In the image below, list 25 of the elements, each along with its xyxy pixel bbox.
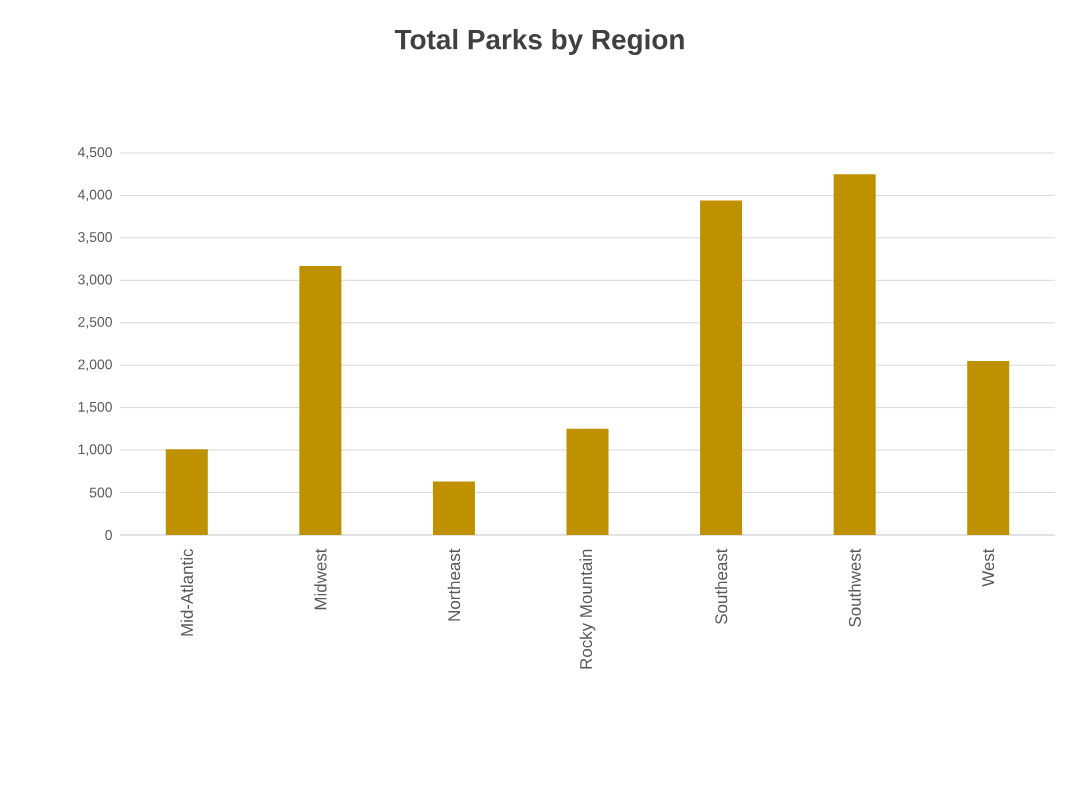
x-tick-label: Southwest [848,548,861,627]
x-tick-label: Rocky Mountain [579,549,596,669]
y-tick-label: 2,000 [78,359,112,371]
y-tick-label: 1,500 [78,401,112,414]
y-tick-label: 500 [89,487,112,498]
y-tick-label: 1,000 [78,444,112,456]
bar [165,449,208,535]
x-tick-label: West [982,548,995,587]
bar [299,265,342,535]
y-tick-label: 4,500 [77,147,112,159]
y-tick-label: 2,500 [78,316,112,329]
bar [432,481,475,535]
chart-title: Total Parks by Region [394,28,684,56]
bar [700,200,743,535]
x-tick-label: Northeast [447,548,461,621]
bar [566,428,609,535]
x-tick-label: Southeast [714,548,728,625]
bar [833,174,876,535]
y-tick-label: 0 [105,530,112,540]
y-tick-label: 4,000 [77,189,112,202]
y-tick-label: 3,500 [78,232,112,244]
x-tick-label: Mid-Atlantic [180,548,194,636]
y-tick-label: 3,000 [78,274,112,287]
x-tick-label: Midwest [314,548,327,610]
bar [967,360,1010,535]
